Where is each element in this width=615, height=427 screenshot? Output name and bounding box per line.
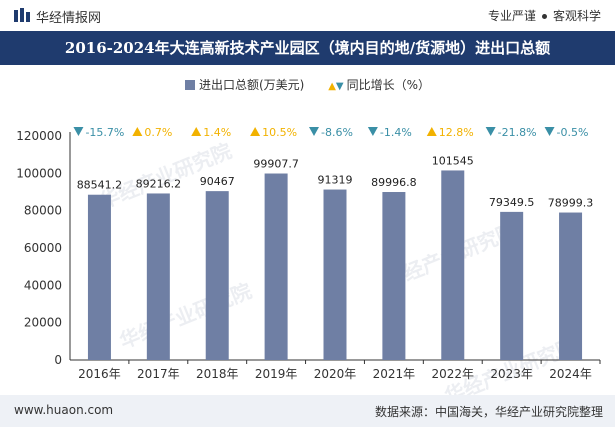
header-link-professional[interactable]: 专业严谨 (487, 9, 536, 23)
x-tick-label: 2016年 (78, 367, 121, 381)
y-tick-label: 40000 (24, 278, 62, 292)
bar (146, 193, 170, 360)
bar-chart: 0 20000 40000 60000 80000 100000 120000 88541.2… (16, 126, 601, 381)
chart-title: 2016-2024年大连高新技术产业园区（境内目的地/货源地）进出口总额 (64, 39, 551, 57)
bar (500, 211, 524, 360)
growth-up-marker (426, 127, 437, 136)
x-tick-label: 2017年 (137, 367, 180, 381)
down-triangle-icon: ▼ (335, 81, 344, 92)
y-tick-label: 0 (54, 353, 62, 367)
growth-label: -21.8% (498, 126, 537, 139)
growth-label: -15.7% (85, 126, 124, 139)
growth-down-marker (367, 127, 378, 136)
x-tick-label: 2021年 (373, 367, 416, 381)
growth-down-marker (485, 127, 496, 136)
y-tick-label: 20000 (24, 316, 62, 330)
growth-up-marker (132, 127, 143, 136)
header-link-objective[interactable]: 客观科学 (552, 9, 601, 23)
x-tick-label: 2018年 (196, 367, 239, 381)
growth-up-marker (250, 127, 261, 136)
title-bar: 2016-2024年大连高新技术产业园区（境内目的地/货源地）进出口总额 (0, 31, 615, 65)
logo-icon (14, 8, 30, 22)
x-tick-label: 2020年 (314, 367, 357, 381)
legend-item-total: 进出口总额(万美元) (184, 76, 305, 93)
y-tick-label: 100000 (16, 166, 62, 180)
bar (264, 173, 288, 360)
legend-label-total: 进出口总额(万美元) (198, 78, 305, 92)
bar (559, 212, 583, 360)
separator-dot-icon (541, 14, 547, 19)
bar (441, 170, 465, 360)
bar-value-label: 101545 (432, 154, 474, 167)
bar (382, 192, 406, 360)
bar (205, 191, 229, 360)
top-bar: 华经情报网 专业严谨 客观科学 (0, 0, 615, 30)
footer-url[interactable]: www.huaon.com (14, 403, 114, 417)
growth-down-marker (73, 127, 84, 136)
up-triangle-icon: ▲ (328, 81, 336, 92)
growth-label: -0.5% (557, 126, 589, 139)
x-tick-label: 2022年 (432, 367, 475, 381)
bar-value-label: 88541.2 (77, 179, 123, 192)
growth-label: 0.7% (144, 126, 172, 139)
footer: www.huaon.com 数据来源：中国海关，华经产业研究院整理 (0, 395, 615, 427)
bar-value-label: 79349.5 (489, 196, 535, 209)
bar (87, 194, 111, 360)
x-tick-label: 2024年 (549, 367, 592, 381)
chart-legend: 进出口总额(万美元) ▲▼ 同比增长（%） (0, 76, 615, 93)
bar-value-label: 89996.8 (371, 176, 417, 189)
bar-swatch-icon (184, 80, 195, 90)
bar-value-label: 89216.2 (136, 177, 182, 190)
growth-label: -8.6% (321, 126, 353, 139)
bar-value-label: 91319 (318, 174, 353, 187)
bar (323, 189, 347, 360)
legend-label-growth: 同比增长（%） (346, 78, 430, 92)
y-tick-label: 60000 (24, 241, 62, 255)
legend-item-growth: ▲▼ 同比增长（%） (328, 76, 430, 93)
growth-down-marker (309, 127, 319, 136)
x-tick-label: 2023年 (490, 367, 533, 381)
growth-up-marker (191, 127, 202, 136)
bar-value-label: 78999.3 (548, 197, 594, 210)
y-tick-label: 80000 (24, 204, 62, 218)
y-tick-label: 120000 (16, 129, 62, 143)
growth-label: 10.5% (262, 126, 297, 139)
growth-down-marker (544, 127, 555, 136)
bar-value-label: 99907.7 (253, 158, 299, 171)
brand-name[interactable]: 华经情报网 (36, 11, 102, 26)
growth-label: -1.4% (380, 126, 412, 139)
x-tick-label: 2019年 (255, 367, 298, 381)
growth-label: 12.8% (439, 126, 474, 139)
footer-source: 数据来源：中国海关，华经产业研究院整理 (374, 405, 603, 419)
growth-label: 1.4% (203, 126, 231, 139)
header-links: 专业严谨 客观科学 (488, 7, 601, 24)
bar-value-label: 90467 (200, 175, 235, 188)
